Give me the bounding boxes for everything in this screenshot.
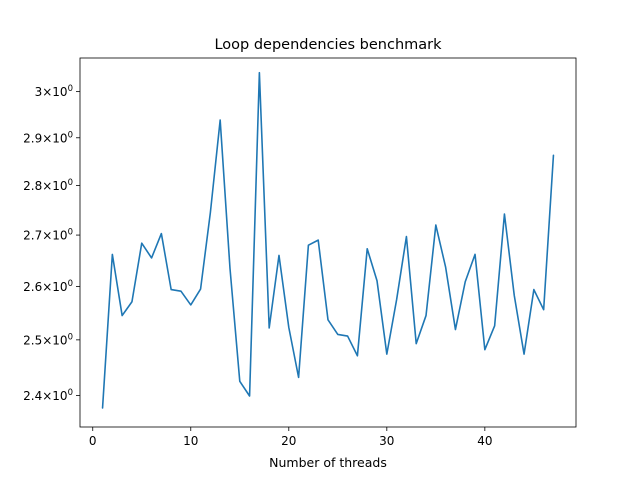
y-tick-mantissa: 2.5 [23,333,42,347]
y-tick-base: 10 [52,333,67,347]
y-tick-mantissa: 3 [35,85,43,99]
y-tick-label: 2.7×100 [23,228,73,243]
y-tick-exponent: 0 [68,228,73,238]
x-axis-label: Number of threads [269,455,387,470]
y-tick-times: × [42,179,52,193]
series-line [101,71,555,409]
y-tick-base: 10 [52,389,67,403]
y-tick-label: 3×100 [35,84,73,99]
x-tick-label: 30 [379,434,394,448]
y-tick-times: × [42,280,52,294]
x-tick-label: 40 [477,434,492,448]
y-tick-base: 10 [52,131,67,145]
y-tick-base: 10 [52,85,67,99]
y-tick-exponent: 0 [68,178,73,188]
plot-area [79,57,577,428]
chart-title: Loop dependencies benchmark [214,37,442,53]
y-tick-exponent: 0 [68,279,73,289]
y-tick-label: 2.8×100 [23,178,73,193]
y-tick-exponent: 0 [68,332,73,342]
x-tick-label: 10 [183,434,198,448]
axes-frame [79,57,577,428]
x-tick-label: 20 [281,434,296,448]
y-tick-exponent: 0 [68,84,73,94]
y-axis: 2.4×1002.5×1002.6×1002.7×1002.8×1002.9×1… [23,84,80,403]
y-tick-mantissa: 2.4 [23,389,42,403]
y-tick-mantissa: 2.9 [23,131,42,145]
y-tick-base: 10 [52,280,67,294]
y-tick-label: 2.5×100 [23,332,73,347]
y-tick-label: 2.9×100 [23,130,73,145]
y-tick-mantissa: 2.7 [23,229,42,243]
y-tick-times: × [42,229,52,243]
y-tick-mantissa: 2.8 [23,179,42,193]
y-tick-exponent: 0 [68,130,73,140]
y-tick-times: × [42,85,52,99]
x-axis: 0 10 20 30 40 [89,427,492,448]
y-tick-mantissa: 2.6 [23,280,42,294]
y-tick-base: 10 [52,229,67,243]
x-tick-label: 0 [89,434,97,448]
y-tick-exponent: 0 [68,388,73,398]
y-tick-times: × [42,389,52,403]
y-tick-times: × [42,131,52,145]
y-tick-label: 2.6×100 [23,279,73,294]
y-tick-base: 10 [52,179,67,193]
y-tick-label: 2.4×100 [23,388,73,403]
y-tick-times: × [42,333,52,347]
